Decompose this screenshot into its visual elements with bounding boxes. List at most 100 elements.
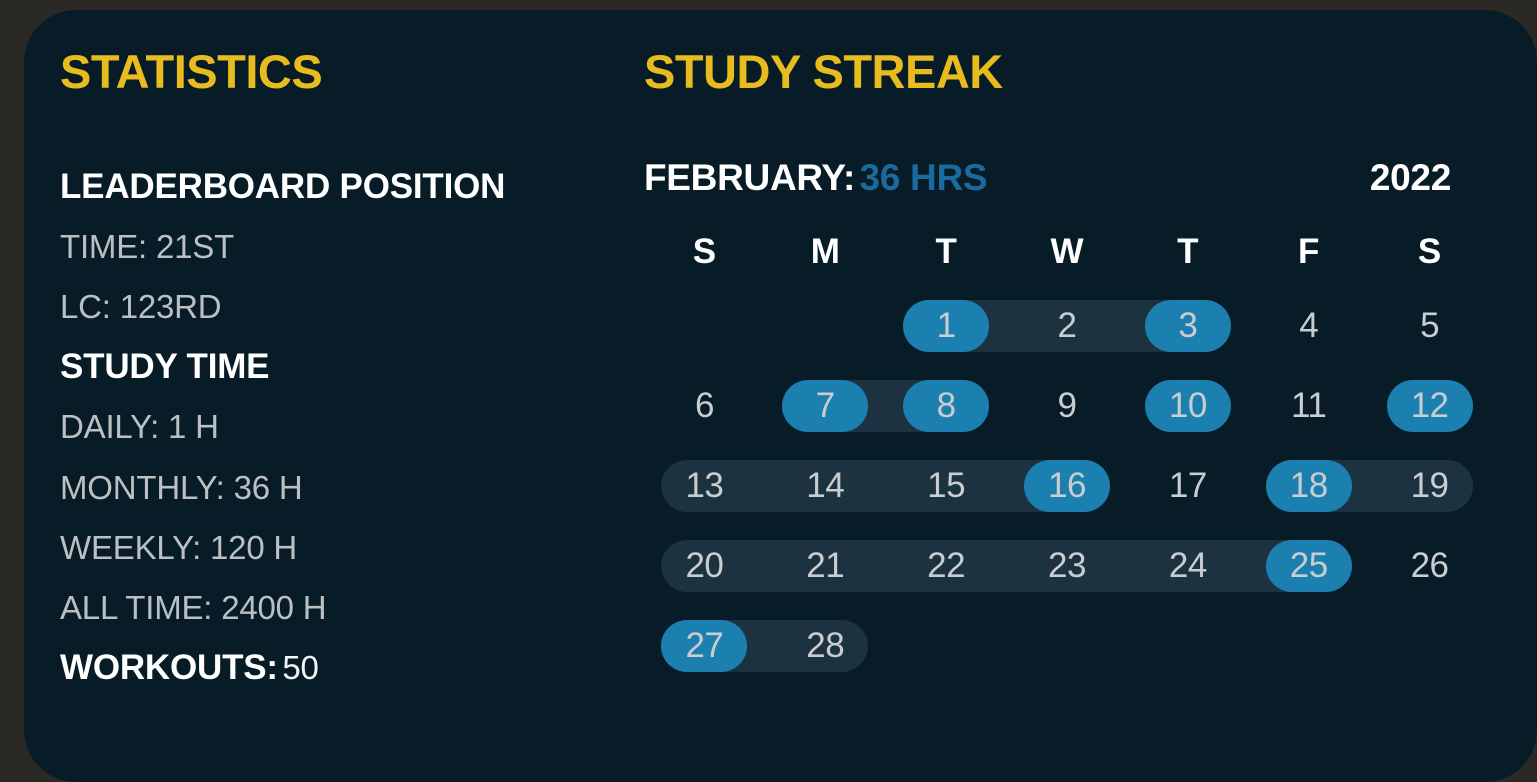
calendar-weekday-header: S M T W T F S [644, 232, 1490, 272]
day-pill [661, 619, 748, 672]
leaderboard-time-row: TIME: 21ST [60, 228, 235, 266]
day-number: 9 [1057, 385, 1077, 425]
calendar-day-7[interactable]: 7 [765, 379, 886, 432]
day-pill [903, 379, 990, 432]
workouts-label: WORKOUTS: [60, 647, 278, 687]
calendar-day-17[interactable]: 17 [1127, 460, 1248, 512]
day-number: 22 [927, 545, 966, 585]
study-time-block: STUDY TIME DAILY: 1 H MONTHLY: 36 H WEEK… [60, 337, 640, 637]
day-pill [782, 300, 868, 352]
day-number: 25 [1289, 545, 1328, 585]
day-number: 8 [936, 385, 956, 425]
calendar-day-15[interactable]: 15 [886, 460, 1007, 512]
day-number: 6 [694, 385, 714, 425]
streak-calendar: S M T W T F S 1 2 3 4 5 6 7 8 9 10 11 12 13 14 15 16 17 1… [644, 232, 1490, 686]
calendar-week-grid: 20 21 22 23 24 25 26 [644, 526, 1490, 606]
calendar-day-21[interactable]: 21 [765, 540, 886, 592]
statistics-title: STATISTICS [60, 45, 323, 98]
calendar-day-19[interactable]: 19 [1369, 460, 1490, 512]
day-number: 11 [1291, 385, 1327, 425]
day-pill [903, 620, 989, 672]
day-number: 7 [815, 385, 835, 425]
calendar-week-row: 1 2 3 4 5 [644, 286, 1490, 366]
calendar-day-10[interactable]: 10 [1127, 379, 1248, 432]
statistics-panel: STATISTICS LEADERBOARD POSITION TIME: 21… [60, 48, 640, 698]
day-pill [1265, 459, 1352, 512]
calendar-day-26[interactable]: 26 [1369, 540, 1490, 592]
calendar-day-empty [886, 620, 1007, 672]
day-number: 16 [1048, 465, 1086, 505]
day-number: 19 [1410, 465, 1449, 505]
day-number: 2 [1057, 305, 1077, 345]
calendar-day-6[interactable]: 6 [644, 380, 765, 432]
day-number: 4 [1299, 305, 1319, 345]
day-number: 20 [685, 545, 724, 585]
year-label: 2022 [1369, 157, 1451, 198]
month-label: FEBRUARY: [644, 157, 856, 198]
calendar-day-1[interactable]: 1 [886, 299, 1007, 352]
calendar-day-20[interactable]: 20 [644, 540, 765, 592]
workouts-row: WORKOUTS: 50 [60, 638, 640, 698]
study-time-alltime-row: ALL TIME: 2400 H [60, 588, 327, 626]
weekday-sat: S [1417, 232, 1442, 271]
day-number: 12 [1410, 385, 1449, 425]
day-pill [1144, 379, 1231, 432]
weekday-sun: S [692, 232, 717, 271]
weekday-wed: W [1050, 232, 1084, 271]
calendar-day-25[interactable]: 25 [1248, 539, 1369, 592]
study-time-daily-row: DAILY: 1 H [60, 408, 219, 446]
day-number: 10 [1168, 385, 1207, 425]
day-number: 27 [685, 625, 724, 665]
study-streak-panel: STUDY STREAK FEBRUARY: 36 HRS 2022 S M T… [644, 48, 1497, 686]
calendar-week-grid: 6 7 8 9 10 11 12 [644, 366, 1490, 446]
calendar-day-8[interactable]: 8 [886, 379, 1007, 432]
calendar-day-24[interactable]: 24 [1127, 540, 1248, 592]
calendar-day-14[interactable]: 14 [765, 460, 886, 512]
day-number: 26 [1410, 545, 1449, 585]
calendar-day-18[interactable]: 18 [1248, 459, 1369, 512]
day-number: 21 [806, 545, 845, 585]
calendar-body: 1 2 3 4 5 6 7 8 9 10 11 12 13 14 15 16 17 18 19 20 21 22 23 24 2… [644, 286, 1490, 686]
day-number: 17 [1168, 465, 1207, 505]
calendar-day-empty [1248, 620, 1369, 672]
calendar-day-9[interactable]: 9 [1007, 380, 1128, 432]
calendar-day-22[interactable]: 22 [886, 540, 1007, 592]
day-pill [661, 300, 747, 352]
calendar-day-23[interactable]: 23 [1007, 540, 1128, 592]
calendar-day-3[interactable]: 3 [1127, 299, 1248, 352]
day-pill [1387, 620, 1473, 672]
calendar-day-28[interactable]: 28 [765, 620, 886, 672]
calendar-day-13[interactable]: 13 [644, 460, 765, 512]
calendar-day-empty [644, 300, 765, 352]
weekday-thu: T [1177, 232, 1199, 271]
calendar-week-row: 20 21 22 23 24 25 26 [644, 526, 1490, 606]
day-number: 14 [806, 465, 845, 505]
calendar-week-row: 6 7 8 9 10 11 12 [644, 366, 1490, 446]
study-streak-title: STUDY STREAK [644, 45, 1003, 98]
calendar-week-grid: 27 28 [644, 606, 1490, 686]
weekday-mon: M [810, 232, 840, 271]
day-number: 23 [1048, 545, 1086, 585]
calendar-day-27[interactable]: 27 [644, 619, 765, 672]
calendar-day-12[interactable]: 12 [1369, 379, 1490, 432]
weekday-tue: T [935, 232, 957, 271]
day-number: 24 [1168, 545, 1207, 585]
calendar-day-16[interactable]: 16 [1007, 459, 1128, 512]
leaderboard-heading: LEADERBOARD POSITION [60, 167, 506, 206]
calendar-day-11[interactable]: 11 [1248, 380, 1369, 432]
day-pill [1024, 620, 1110, 672]
weekday-fri: F [1298, 232, 1320, 271]
calendar-day-4[interactable]: 4 [1248, 300, 1369, 352]
calendar-week-row: 13 14 15 16 17 18 19 [644, 446, 1490, 526]
calendar-week-row: 27 28 [644, 606, 1490, 686]
day-pill [1144, 299, 1231, 352]
day-number: 3 [1178, 305, 1198, 345]
calendar-day-empty [1369, 620, 1490, 672]
calendar-day-empty [1007, 620, 1128, 672]
calendar-day-empty [1127, 620, 1248, 672]
study-time-monthly-row: MONTHLY: 36 H [60, 468, 303, 506]
day-number: 13 [685, 465, 724, 505]
calendar-day-5[interactable]: 5 [1369, 300, 1490, 352]
day-number: 1 [936, 305, 956, 345]
calendar-day-2[interactable]: 2 [1007, 300, 1128, 352]
